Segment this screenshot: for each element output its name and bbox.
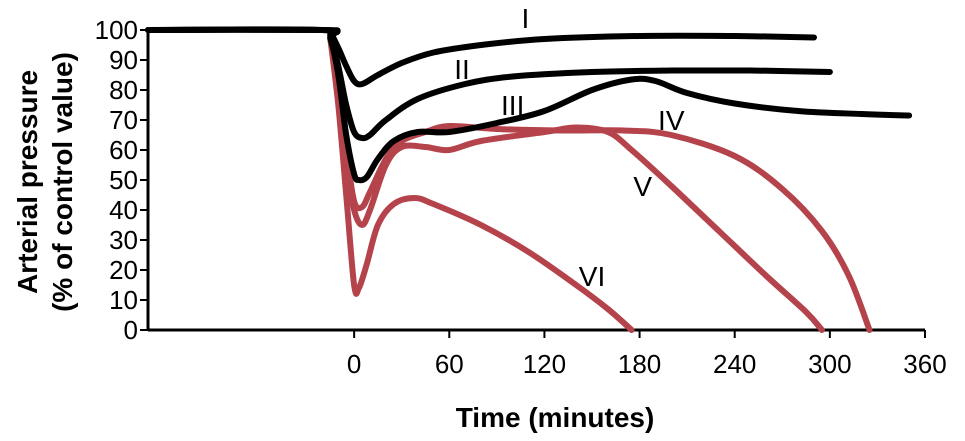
- x-axis-ticks: 0 60 120 180 240 300 360: [347, 330, 947, 379]
- series-lines: [145, 26, 913, 333]
- x-tick-label: 60: [435, 349, 464, 379]
- x-axis-title: Time (minutes): [456, 402, 655, 433]
- x-tick-label: 180: [618, 349, 661, 379]
- y-axis-title-line-1: Arterial pressure: [12, 70, 43, 294]
- series-label-v: V: [633, 171, 652, 202]
- series-line-v: [327, 36, 825, 333]
- x-tick-label: 360: [903, 349, 946, 379]
- x-tick-label: 0: [347, 349, 361, 379]
- series-line-vi: [327, 36, 635, 333]
- y-tick-label: 100: [95, 15, 138, 45]
- series-line-i: [145, 26, 817, 88]
- x-tick-label: 120: [523, 349, 566, 379]
- x-tick-label: 240: [713, 349, 756, 379]
- y-tick-label: 70: [109, 105, 138, 135]
- series-label-vi: VI: [579, 261, 605, 292]
- y-tick-label: 40: [109, 195, 138, 225]
- series-label-i: I: [522, 3, 530, 34]
- y-tick-label: 0: [124, 315, 138, 345]
- y-tick-label: 20: [109, 255, 138, 285]
- y-axis-title-line-2: (% of control value): [47, 52, 78, 312]
- series-label-iv: IV: [658, 105, 685, 136]
- y-tick-label: 90: [109, 45, 138, 75]
- y-tick-label: 30: [109, 225, 138, 255]
- y-tick-label: 60: [109, 135, 138, 165]
- y-tick-label: 80: [109, 75, 138, 105]
- y-axis-title: Arterial pressure (% of control value): [12, 52, 78, 312]
- series-label-iii: III: [501, 90, 524, 121]
- y-tick-label: 50: [109, 165, 138, 195]
- y-tick-label: 10: [109, 285, 138, 315]
- series-label-ii: II: [454, 54, 470, 85]
- x-tick-label: 300: [808, 349, 851, 379]
- series-line-iii: [145, 26, 913, 184]
